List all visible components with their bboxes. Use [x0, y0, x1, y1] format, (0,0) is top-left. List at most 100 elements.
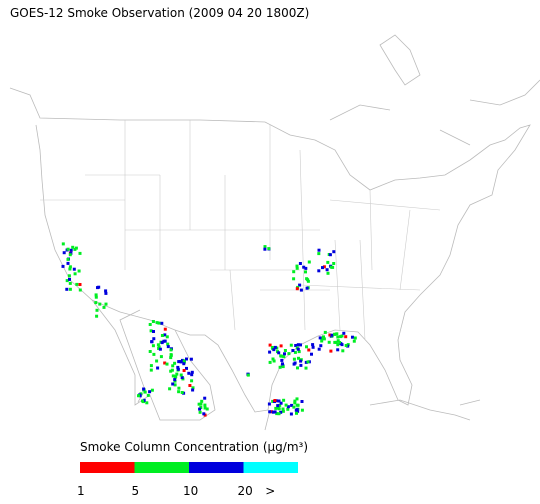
smoke-pixel [336, 348, 340, 352]
smoke-pixel [94, 295, 98, 299]
smoke-pixel [94, 301, 98, 305]
smoke-pixel [340, 343, 344, 347]
smoke-pixel [68, 281, 72, 285]
smoke-pixel [169, 369, 173, 373]
smoke-pixel [68, 287, 72, 291]
smoke-pixel [292, 357, 296, 361]
smoke-pixel [190, 379, 194, 383]
smoke-pixel [276, 404, 280, 408]
smoke-pixel [299, 363, 303, 367]
smoke-pixel [300, 400, 304, 403]
smoke-pixel [163, 361, 167, 365]
smoke-pixel [299, 359, 303, 363]
smoke-pixel [149, 329, 153, 333]
smoke-pixel [271, 399, 275, 403]
smoke-pixel [104, 289, 108, 293]
smoke-pixel [156, 343, 160, 347]
smoke-pixel [177, 390, 181, 394]
smoke-pixel [77, 269, 81, 273]
smoke-pixel [292, 362, 296, 366]
smoke-pixel [198, 407, 202, 411]
mexico-outline [91, 299, 271, 431]
smoke-pixel [294, 408, 298, 412]
smoke-pixel [160, 334, 164, 337]
smoke-pixel [329, 349, 333, 353]
smoke-pixel [203, 406, 207, 410]
smoke-pixel [185, 366, 188, 370]
smoke-pixel [160, 341, 164, 345]
smoke-pixel [297, 350, 301, 354]
smoke-pixel [152, 330, 155, 333]
smoke-pixel [189, 357, 193, 361]
smoke-pixel [142, 398, 146, 402]
smoke-pixel [263, 245, 267, 249]
smoke-pixel [317, 269, 321, 273]
smoke-pixel [171, 374, 175, 378]
smoke-pixel [329, 265, 333, 269]
legend-title: Smoke Column Concentration (μg/m³) [80, 440, 308, 454]
smoke-pixel [296, 403, 300, 407]
smoke-pixel [182, 359, 186, 363]
smoke-pixel [284, 403, 288, 407]
smoke-pixel [179, 360, 183, 364]
smoke-pixel [150, 340, 154, 344]
smoke-pixel [67, 274, 71, 278]
smoke-pixel [291, 349, 295, 352]
smoke-pixel [205, 407, 209, 411]
smoke-pixel [66, 257, 70, 261]
smoke-pixel [278, 365, 282, 369]
smoke-pixel [323, 330, 327, 334]
smoke-pixel [287, 352, 291, 356]
smoke-pixel [173, 361, 177, 365]
smoke-pixel [293, 350, 297, 354]
smoke-pixel [342, 331, 346, 335]
smoke-pixel [148, 350, 152, 353]
smoke-pixel [306, 279, 310, 283]
smoke-pixel [339, 335, 343, 339]
smoke-pixel [296, 343, 300, 347]
smoke-pixel [156, 366, 160, 370]
smoke-pixel [317, 252, 321, 256]
smoke-pixel [137, 394, 140, 398]
smoke-pixel [174, 374, 178, 378]
smoke-pixel [151, 320, 155, 323]
smoke-pixel [296, 347, 300, 351]
smoke-pixel [155, 359, 159, 363]
smoke-pixel [159, 355, 163, 359]
smoke-pixel [191, 386, 195, 390]
smoke-pixel [198, 410, 202, 414]
smoke-pixel [152, 352, 156, 356]
colorbar-tick-label: 20 [238, 484, 253, 498]
smoke-pixel [203, 396, 207, 400]
smoke-pixel [271, 357, 275, 361]
smoke-pixel [289, 412, 293, 416]
smoke-pixel [148, 390, 152, 394]
smoke-pixel [305, 286, 309, 290]
smoke-pixel [177, 386, 181, 390]
smoke-pixel [326, 260, 330, 264]
smoke-pixel [295, 411, 298, 415]
basemap [9, 34, 540, 431]
colorbar-tick-label: 5 [132, 484, 140, 498]
smoke-pixel [344, 344, 348, 347]
smoke-pixel [282, 355, 286, 359]
smoke-pixel [199, 406, 203, 409]
smoke-pixel [73, 272, 77, 276]
us-outline [9, 87, 531, 413]
smoke-pixel [65, 279, 69, 283]
smoke-pixel [176, 367, 180, 371]
smoke-pixel [334, 340, 338, 344]
smoke-pixel [272, 348, 276, 352]
smoke-pixel [170, 368, 174, 372]
smoke-pixel [179, 373, 183, 377]
smoke-pixel [295, 266, 299, 270]
smoke-pixel [62, 251, 66, 255]
smoke-pixel [96, 286, 99, 290]
smoke-pixel [74, 246, 78, 250]
smoke-pixel [66, 261, 70, 265]
smoke-pixel [188, 384, 192, 387]
smoke-pixel [169, 353, 173, 357]
smoke-pixel [267, 402, 271, 406]
smoke-pixel [165, 335, 169, 339]
